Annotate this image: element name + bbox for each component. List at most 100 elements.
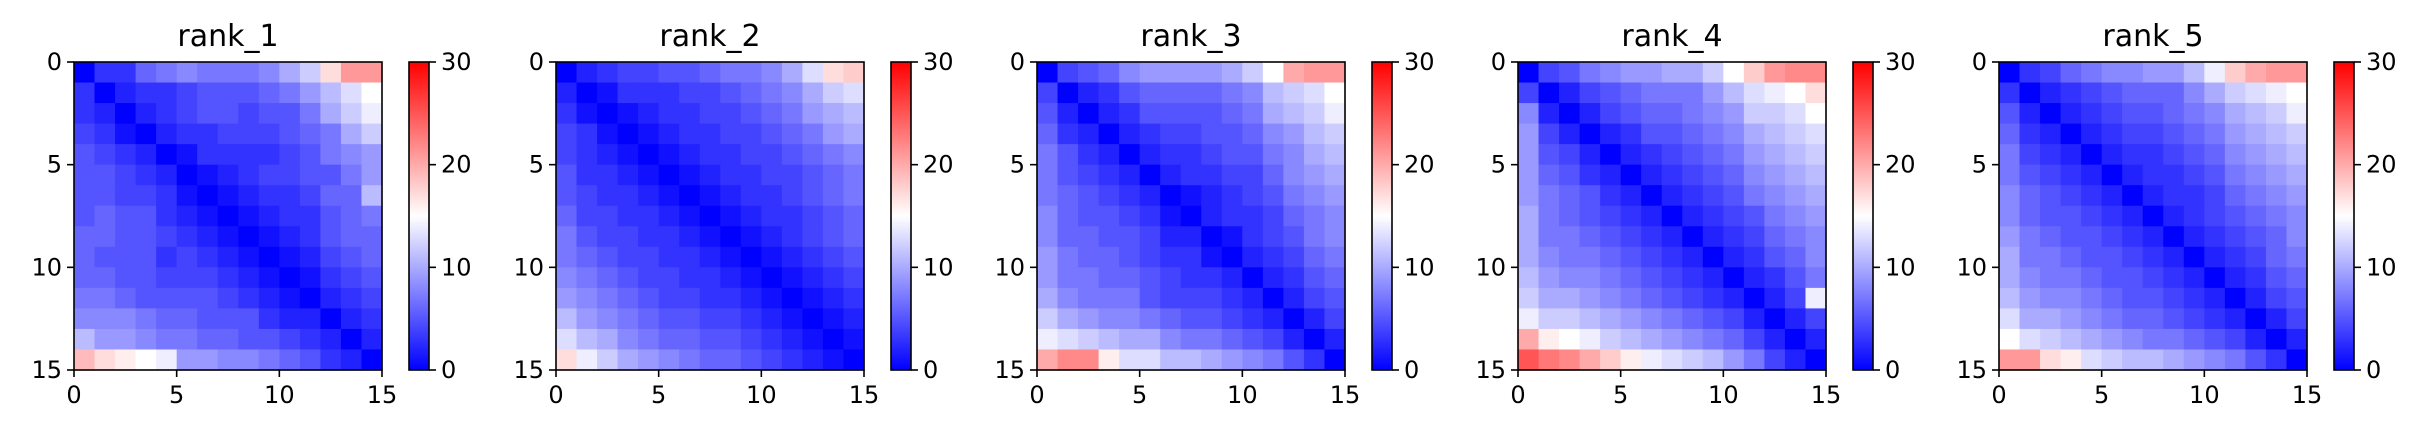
heatmap-cell [1037,82,1059,104]
heatmap-cell [1579,62,1601,84]
heatmap-cell [1262,328,1284,351]
colorbar-tick-label: 30 [923,48,954,76]
heatmap-cell [2122,287,2144,309]
heatmap-cell [2204,349,2226,371]
heatmap-cell [299,308,321,330]
heatmap-cell [176,226,198,248]
heatmap-cell [2245,328,2267,351]
heatmap-cell [638,226,660,248]
heatmap-cell [1805,185,1827,207]
heatmap-cell [617,144,639,166]
heatmap-cell [1283,144,1305,166]
heatmap-cell [197,226,219,248]
heatmap-cell [2265,246,2288,268]
plot-frame [1517,61,1827,371]
heatmap-cell [699,328,721,351]
heatmap-cell [2142,164,2164,186]
x-tick-label: 10 [1227,381,1258,409]
heatmap-cell [2040,144,2062,166]
heatmap-cell [597,308,619,330]
heatmap-cell [1201,144,1223,166]
heatmap-cell [156,226,178,248]
heatmap-cell [94,205,116,227]
heatmap-cell [1242,349,1264,371]
heatmap-cell [217,205,239,227]
heatmap-cell [1620,144,1642,166]
heatmap-cell [1037,103,1059,125]
heatmap-cell [2265,123,2288,145]
heatmap-cell [740,349,762,371]
y-tick-label: 0 [47,48,62,76]
heatmap-cell [576,226,598,248]
heatmap-cell [197,246,219,268]
heatmap-cell [135,349,157,371]
heatmap-cell [2183,205,2205,227]
heatmap-cell [197,144,219,166]
heatmap-cell [2163,144,2185,166]
x-tick-label: 5 [2094,381,2109,409]
heatmap-cell [576,328,598,351]
heatmap-cell [1538,205,1560,227]
heatmap-cell [1559,82,1581,104]
heatmap-cell [1702,287,1724,309]
heatmap-cell [822,103,845,125]
heatmap-cell [2183,164,2205,186]
heatmap-cell [1180,349,1202,371]
heatmap-cell [1303,287,1326,309]
heatmap-cell [1641,308,1663,330]
y-tick-label: 10 [1475,253,1506,281]
heatmap-cell [2204,226,2226,248]
heatmap-cell [1743,103,1765,125]
heatmap-cell [217,123,239,145]
heatmap-cell [1999,226,2021,248]
heatmap-cell [1682,349,1704,371]
heatmap-cell [340,226,363,248]
heatmap-cell [1201,246,1223,268]
heatmap-cell [2122,62,2144,84]
heatmap-cell [1283,267,1305,289]
heatmap-cell [2122,308,2144,330]
heatmap-cell [1538,82,1560,104]
heatmap-cell [1620,123,1642,145]
heatmap-cell [2040,205,2062,227]
heatmap-cell [2245,226,2267,248]
heatmap-cell [1242,308,1264,330]
heatmap-cell [135,62,157,84]
heatmap-cell [2183,328,2205,351]
heatmap-cell [197,287,219,309]
heatmap-cell [94,349,116,371]
x-tick-label: 0 [548,381,563,409]
heatmap-cell [2081,287,2103,309]
heatmap-cell [1661,328,1683,351]
heatmap-cell [699,82,721,104]
heatmap-cell [1682,82,1704,104]
heatmap-cell [279,328,301,351]
heatmap-cell [802,103,824,125]
heatmap-cell [802,308,824,330]
heatmap-cell [802,246,824,268]
heatmap-cell [1180,287,1202,309]
heatmap-cell [1661,287,1683,309]
heatmap-cell [781,226,803,248]
heatmap-cell [1201,328,1223,351]
heatmap-cell [340,308,363,330]
colorbar-tick-label: 30 [441,48,472,76]
heatmap-cell [115,246,137,268]
heatmap-cell [1999,144,2021,166]
heatmap-cell [1784,349,1807,371]
heatmap-cell [1518,164,1540,186]
heatmap-cell [156,164,178,186]
heatmap-cell [74,144,96,166]
heatmap-cell [1682,226,1704,248]
heatmap-cell [1221,205,1243,227]
heatmap-cell [1518,267,1540,289]
heatmap-cell [1221,308,1243,330]
heatmap-cell [1999,123,2021,145]
heatmap-cell [1600,164,1622,186]
heatmap-cell [1037,246,1059,268]
heatmap-cell [1641,205,1663,227]
heatmap-cell [238,185,260,207]
heatmap-cell [576,267,598,289]
heatmap-cell [1805,164,1827,186]
heatmap-cell [1600,123,1622,145]
